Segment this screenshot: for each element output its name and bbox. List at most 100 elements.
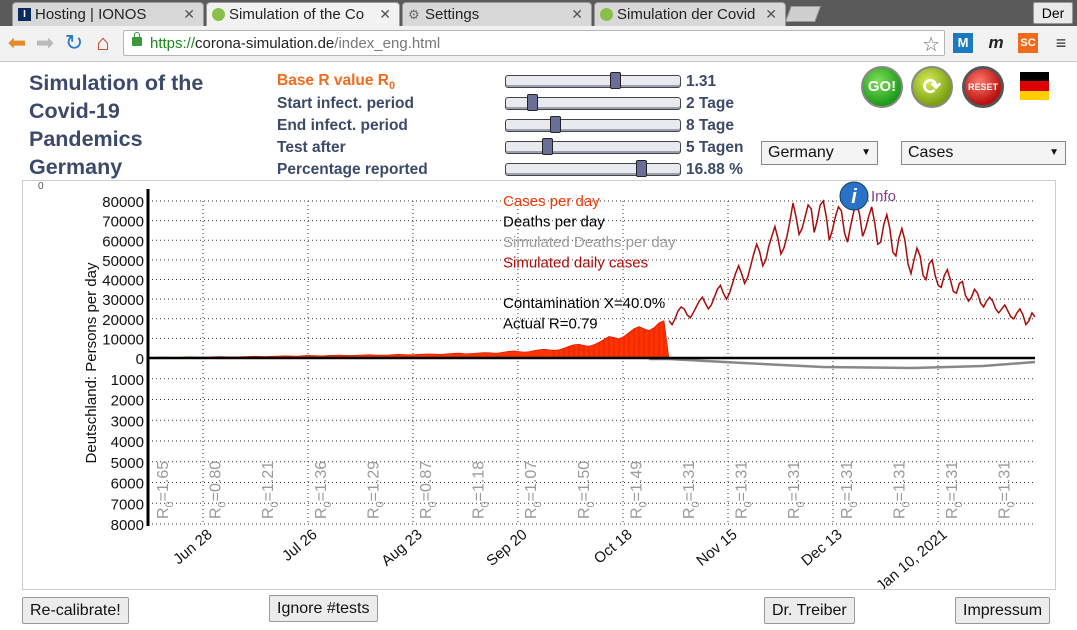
r-value-label: R0=1.36 xyxy=(313,461,334,519)
y-tick-label: 4000 xyxy=(111,434,144,451)
legend-entry: Simulated daily cases xyxy=(503,255,648,272)
tab-label: Simulation of the Co xyxy=(229,6,365,23)
recalibrate-button[interactable]: Re-calibrate! xyxy=(22,597,129,624)
value-r0: 1.31 xyxy=(686,73,717,90)
y-tick-label: 2000 xyxy=(111,393,144,410)
r-value-label: R0=1.31 xyxy=(839,461,860,519)
tab-simulation-active[interactable]: Simulation of the Co ✕ xyxy=(206,2,400,26)
y-tick-label: 50000 xyxy=(102,253,144,270)
slider-test-after[interactable] xyxy=(505,138,681,155)
value-end-infect: 8 Tage xyxy=(686,117,734,134)
slider-r0[interactable] xyxy=(505,72,681,89)
y-tick-label: 40000 xyxy=(102,273,144,290)
y-tick-label: 6000 xyxy=(111,476,144,493)
tab-settings[interactable]: ⚙ Settings ✕ xyxy=(402,2,592,26)
r-value-label: R0=1.31 xyxy=(681,461,702,519)
info-icon[interactable] xyxy=(839,181,869,211)
german-flag-icon[interactable] xyxy=(1020,72,1049,100)
gear-icon: ⚙ xyxy=(408,7,420,22)
slider-thumb[interactable] xyxy=(527,94,539,111)
y-tick-label: 20000 xyxy=(102,312,144,329)
country-select-value: Germany xyxy=(768,144,834,161)
extension-sc-icon[interactable]: SC xyxy=(1018,33,1038,53)
page-title: Simulation of the Covid-19 Pandemics Ger… xyxy=(29,69,239,181)
ionos-favicon-icon: I xyxy=(18,8,31,21)
y-tick-label: 5000 xyxy=(111,455,144,472)
param-label-start-infect: Start infect. period xyxy=(277,95,414,112)
tab-label: Settings xyxy=(425,6,480,23)
slider-end-infect[interactable] xyxy=(505,116,681,133)
tab-simulation-de[interactable]: Simulation der Covid ✕ xyxy=(594,2,786,26)
reset-button[interactable]: RESET xyxy=(962,66,1004,108)
y-tick-label: 7000 xyxy=(111,496,144,513)
value-start-infect: 2 Tage xyxy=(686,95,734,112)
mode-select[interactable]: Cases ▼ xyxy=(901,141,1066,165)
x-tick-label: Jul 26 xyxy=(279,526,321,565)
dr-treiber-button[interactable]: Dr. Treiber xyxy=(764,597,855,624)
info-link[interactable]: Info xyxy=(871,188,896,205)
value-percentage: 16.88 % xyxy=(686,161,743,178)
forward-arrow-icon[interactable]: ➡ xyxy=(35,30,55,55)
slider-start-infect[interactable] xyxy=(505,94,681,111)
param-label-end-infect: End infect. period xyxy=(277,117,408,134)
go-button[interactable]: GO! xyxy=(861,66,903,108)
browser-tab-bar: I Hosting | IONOS ✕ Simulation of the Co… xyxy=(0,0,1077,26)
impressum-button[interactable]: Impressum xyxy=(955,597,1051,624)
info-icon-glyph: i xyxy=(851,186,857,208)
y-tick-label: 60000 xyxy=(102,233,144,250)
slider-thumb[interactable] xyxy=(541,138,553,155)
tab-label: Hosting | IONOS xyxy=(35,6,147,23)
profile-button[interactable]: Der xyxy=(1033,2,1073,24)
new-tab-button[interactable] xyxy=(785,6,821,22)
address-bar[interactable]: https://corona-simulation.de/index_eng.h… xyxy=(123,30,945,56)
country-select[interactable]: Germany ▼ xyxy=(761,141,878,165)
r-value-label: R0=1.07 xyxy=(523,461,544,519)
slider-percentage[interactable] xyxy=(505,160,681,177)
ignore-tests-button[interactable]: Ignore #tests xyxy=(269,595,378,622)
reload-icon[interactable]: ↻ xyxy=(64,30,84,55)
back-arrow-icon[interactable]: ⬅ xyxy=(7,30,27,55)
refresh-button[interactable]: ⟳ xyxy=(911,66,953,108)
slider-thumb[interactable] xyxy=(550,116,561,133)
tab-hosting-ionos[interactable]: I Hosting | IONOS ✕ xyxy=(12,2,204,26)
y-tick-label: 1000 xyxy=(111,372,144,389)
r-value-label: R0=1.31 xyxy=(786,461,807,519)
chevron-down-icon: ▼ xyxy=(1049,147,1059,158)
bookmark-star-icon[interactable]: ☆ xyxy=(922,34,940,56)
y-tick-label: 0 xyxy=(136,351,144,368)
r-value-label: R0=1.31 xyxy=(997,461,1018,519)
x-tick-label: Aug 23 xyxy=(378,526,425,570)
close-icon[interactable]: ✕ xyxy=(183,6,195,22)
close-icon[interactable]: ✕ xyxy=(765,6,777,22)
close-icon[interactable]: ✕ xyxy=(571,6,583,22)
annotation-text: Contamination X=40.0% xyxy=(503,295,665,312)
x-tick-label: Jun 28 xyxy=(170,526,215,568)
legend-entry: Simulated Deaths per day xyxy=(503,234,676,251)
home-icon[interactable]: ⌂ xyxy=(96,30,110,55)
refresh-icon: ⟳ xyxy=(922,74,942,99)
virus-favicon-icon xyxy=(600,8,613,21)
r-value-label: R0=1.65 xyxy=(155,461,176,519)
virus-favicon-icon xyxy=(212,8,225,21)
value-test-after: 5 Tagen xyxy=(686,139,744,156)
close-icon[interactable]: ✕ xyxy=(379,6,391,22)
x-tick-label: Oct 18 xyxy=(591,526,636,567)
r-value-label: R0=0.87 xyxy=(418,461,439,519)
simulation-chart: 8000070000600005000040000300002000010000… xyxy=(38,181,1036,595)
slider-thumb[interactable] xyxy=(610,72,622,89)
r-value-label: R0=1.18 xyxy=(471,461,492,519)
x-tick-label: Nov 15 xyxy=(693,526,740,570)
y-tick-label: 30000 xyxy=(102,292,144,309)
r-value-label: R0=1.31 xyxy=(734,461,755,519)
extension-m-icon[interactable]: M xyxy=(953,33,973,53)
slider-thumb[interactable] xyxy=(636,160,648,177)
legend-entry: Cases per day xyxy=(503,193,600,210)
title-line: Pandemics xyxy=(29,127,143,151)
y-axis-label: Deutschland: Persons per day xyxy=(83,262,100,463)
x-tick-label: Dec 13 xyxy=(798,526,845,570)
extension-m-italic-icon[interactable]: m xyxy=(988,33,1004,52)
r-value-label: R0=1.29 xyxy=(365,461,386,519)
menu-icon[interactable]: ≡ xyxy=(1055,33,1067,53)
legend-entry: Deaths per day xyxy=(503,214,605,231)
r-value-label: R0=1.50 xyxy=(576,461,597,519)
